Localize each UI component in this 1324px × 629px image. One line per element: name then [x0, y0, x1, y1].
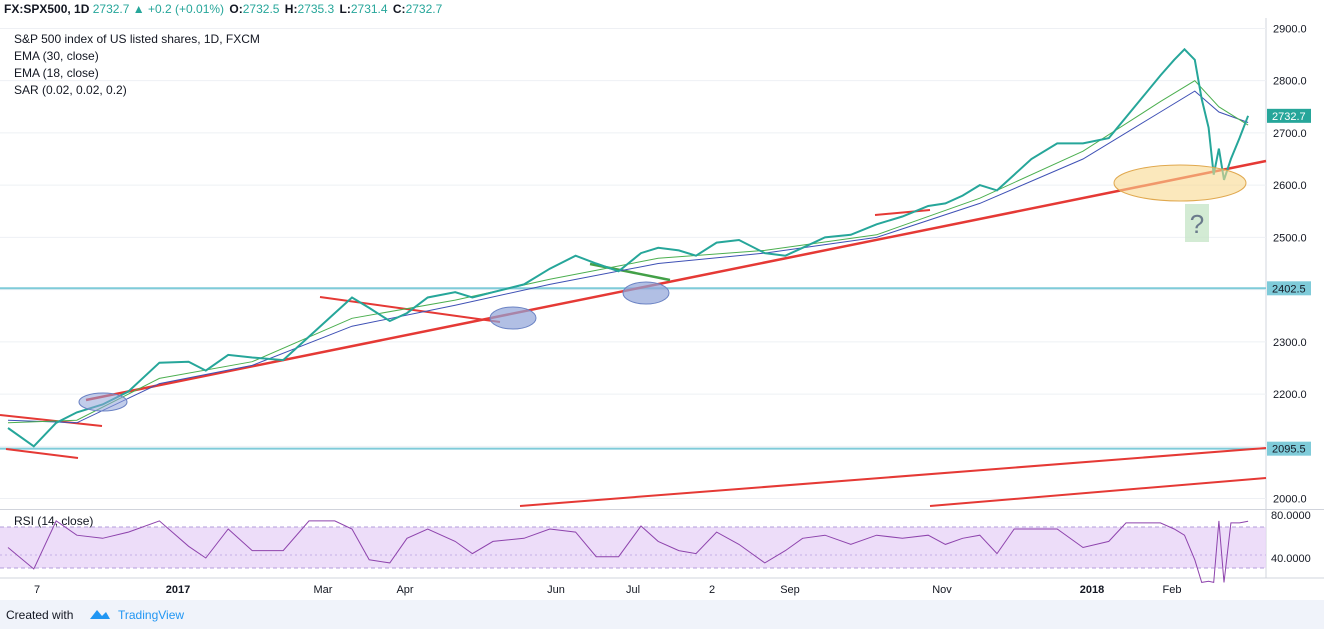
x-axis: 7 2017 Mar Apr Jun Jul 2 Sep Nov 2018 Feb [34, 584, 1182, 596]
ema-30-line[interactable] [7, 90, 1249, 424]
symbol-label[interactable]: FX:SPX500, 1D [4, 2, 90, 16]
rsi-label: RSI (14, close) [14, 514, 93, 528]
touch-ellipse-3[interactable] [622, 281, 670, 305]
touch-ellipse-2[interactable] [489, 306, 537, 330]
x-tick-label: Mar [314, 584, 333, 596]
svg-text:2732.7: 2732.7 [1272, 111, 1306, 123]
last-price: 2732.7 [92, 2, 130, 16]
low-label: L: [339, 2, 351, 16]
x-tick-label: 2018 [1080, 584, 1104, 596]
rsi-band [0, 527, 1266, 568]
price-change: +0.2 (+0.01%) [148, 2, 225, 16]
close-value: 2732.7 [405, 2, 443, 16]
y-tick-label: 2900.0 [1273, 23, 1307, 35]
y-tick-label: 2000.0 [1273, 494, 1307, 506]
low-value: 2731.4 [350, 2, 388, 16]
level-labels: 2402.5 2095.5 [1267, 281, 1311, 456]
x-tick-label: Jul [626, 584, 640, 596]
rsi-line[interactable] [7, 520, 1249, 584]
symbol-header: FX:SPX500, 1D 2732.7 ▲ +0.2 (+0.01%) O:2… [0, 0, 1324, 18]
y-tick-label: 2300.0 [1273, 337, 1307, 349]
high-value: 2735.3 [297, 2, 335, 16]
rsi-upper-tick: 80.0000 [1271, 510, 1311, 522]
price-chart[interactable]: 2900.02800.02700.02600.02500.02400.02300… [0, 0, 1324, 600]
y-tick-label: 2700.0 [1273, 128, 1307, 140]
x-tick-label: Sep [780, 584, 800, 596]
short-red-segment[interactable] [874, 209, 931, 216]
x-tick-label: Feb [1163, 584, 1182, 596]
y-tick-label: 2200.0 [1273, 389, 1307, 401]
high-label: H: [284, 2, 298, 16]
touch-ellipse-1[interactable] [78, 392, 128, 412]
lower-trendline-1[interactable] [519, 447, 1267, 507]
tradingview-link[interactable]: TradingView [118, 608, 185, 622]
legend-ema30: EMA (30, close) [14, 49, 99, 63]
x-tick-label: Nov [932, 584, 952, 596]
x-tick-label: 7 [34, 584, 40, 596]
y-tick-label: 2800.0 [1273, 76, 1307, 88]
rsi-lower-tick: 40.0000 [1271, 553, 1311, 565]
time-scale[interactable] [0, 578, 1324, 600]
y-tick-label: 2500.0 [1273, 232, 1307, 244]
up-arrow-icon: ▲ [132, 2, 145, 16]
close-label: C: [392, 2, 406, 16]
level-tag-label: 2095.5 [1272, 444, 1306, 456]
question-box[interactable] [1185, 204, 1209, 242]
touch-ellipse-current[interactable] [1113, 164, 1247, 202]
x-tick-label: Apr [396, 584, 413, 596]
chart-title: S&P 500 index of US listed shares, 1D, F… [14, 32, 260, 46]
resistance-segment-b[interactable] [5, 448, 79, 459]
question-mark: ? [1190, 209, 1204, 239]
price-line[interactable] [7, 47, 1250, 448]
level-tag-label: 2402.5 [1272, 283, 1306, 295]
y-tick-label: 2600.0 [1273, 180, 1307, 192]
open-value: 2732.5 [242, 2, 280, 16]
created-with-label: Created with [6, 608, 74, 622]
resistance-segment-a[interactable] [0, 414, 103, 427]
legend-sar: SAR (0.02, 0.02, 0.2) [14, 83, 127, 97]
lower-trendline-2[interactable] [929, 477, 1267, 507]
current-price-tag: 2732.7 [1267, 108, 1311, 123]
level-tag [1267, 281, 1311, 296]
x-tick-label: 2017 [166, 584, 190, 596]
x-tick-label: 2 [709, 584, 715, 596]
level-tag [1267, 441, 1311, 456]
legend-ema18: EMA (18, close) [14, 66, 99, 80]
x-tick-label: Jun [547, 584, 565, 596]
tradingview-logo-icon[interactable] [88, 607, 112, 621]
downtrend-segment[interactable] [319, 296, 501, 323]
footer: Created with TradingView [0, 600, 1324, 629]
open-label: O: [229, 2, 243, 16]
